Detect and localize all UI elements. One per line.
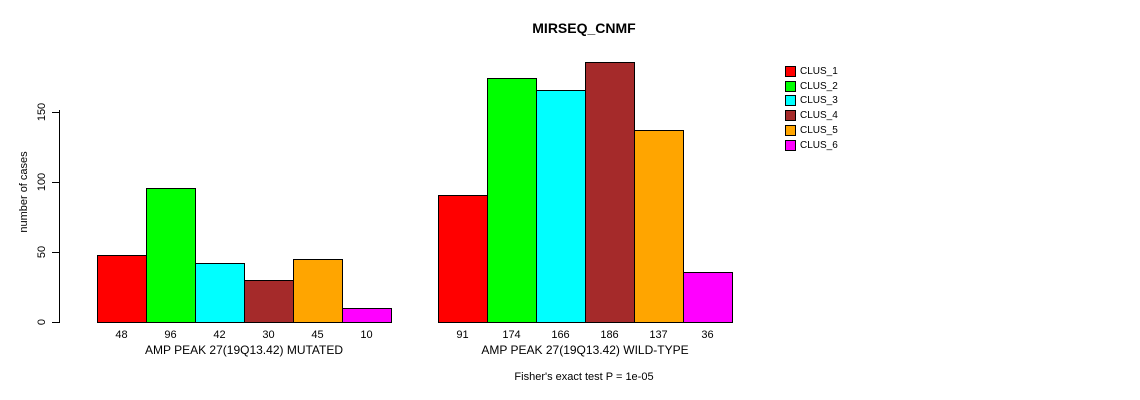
legend-swatch-clus_4: [785, 110, 796, 121]
bar-clus_5-group1: [293, 259, 343, 323]
bar-value-label: 166: [551, 329, 570, 341]
bar-value-label: 174: [502, 329, 521, 341]
legend-label-clus_4: CLUS_4: [800, 110, 838, 121]
legend-label-clus_3: CLUS_3: [800, 95, 838, 106]
bar-clus_2-group1: [146, 188, 196, 323]
legend-swatch-clus_2: [785, 81, 796, 92]
group-label-mutated: AMP PEAK 27(19Q13.42) MUTATED: [144, 343, 344, 357]
annotation: Fisher's exact test P = 1e-05: [514, 371, 654, 383]
legend-label-clus_1: CLUS_1: [800, 66, 838, 77]
chart-title: MIRSEQ_CNMF: [532, 20, 636, 36]
bar-clus_3-group2: [536, 90, 586, 323]
bar-clus_2-group2: [487, 78, 537, 323]
bar-clus_3-group1: [195, 263, 245, 323]
bar-clus_4-group2: [585, 62, 635, 323]
bar-clus_4-group1: [244, 280, 294, 323]
bar-value-label: 30: [262, 329, 275, 341]
bar-clus_1-group1: [97, 255, 147, 323]
bar-clus_6-group2: [683, 272, 733, 323]
bar-value-label: 96: [164, 329, 177, 341]
bar-value-label: 186: [600, 329, 619, 341]
y-tick-mark: [52, 252, 59, 253]
bar-value-label: 36: [701, 329, 714, 341]
legend-swatch-clus_5: [785, 125, 796, 136]
y-tick-mark: [52, 112, 59, 113]
y-tick-label: 100: [36, 172, 48, 192]
y-tick-label: 150: [36, 102, 48, 122]
legend-label-clus_5: CLUS_5: [800, 125, 838, 136]
legend-label-clus_2: CLUS_2: [800, 81, 838, 92]
bar-clus_6-group1: [342, 308, 392, 323]
legend-swatch-clus_1: [785, 66, 796, 77]
bar-value-label: 48: [115, 329, 128, 341]
y-tick-label: 0: [36, 318, 48, 326]
bar-value-label: 137: [649, 329, 668, 341]
group-label-wild-type: AMP PEAK 27(19Q13.42) WILD-TYPE: [481, 343, 689, 357]
y-axis: [59, 110, 60, 323]
bar-value-label: 45: [311, 329, 324, 341]
bar-value-label: 10: [360, 329, 373, 341]
y-tick-mark: [52, 182, 59, 183]
legend-swatch-clus_6: [785, 140, 796, 151]
bar-clus_5-group2: [634, 130, 684, 323]
bar-value-label: 42: [213, 329, 226, 341]
y-tick-label: 50: [36, 245, 48, 259]
y-tick-mark: [52, 322, 59, 323]
bar-clus_1-group2: [438, 195, 488, 323]
legend-swatch-clus_3: [785, 95, 796, 106]
bar-value-label: 91: [456, 329, 469, 341]
legend-label-clus_6: CLUS_6: [800, 140, 838, 151]
y-axis-label: number of cases: [18, 151, 30, 233]
